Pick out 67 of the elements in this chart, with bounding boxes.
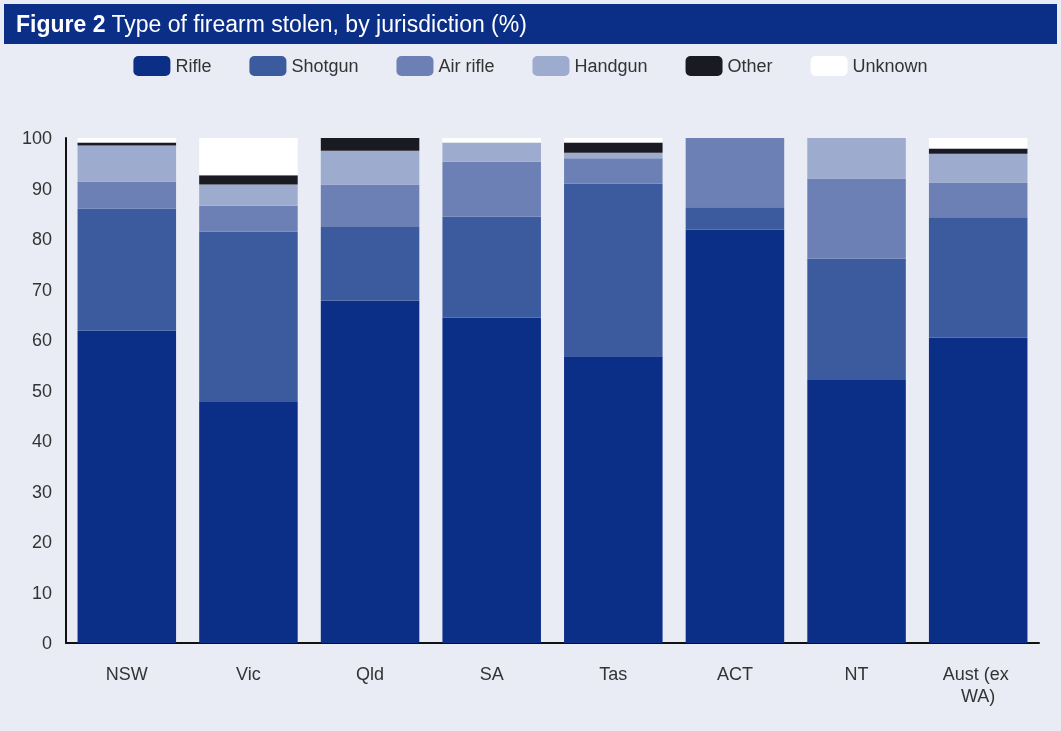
bar (320, 184, 420, 227)
bar (320, 300, 420, 643)
y-tick-label: 30 (31, 481, 52, 502)
legend-label: Shotgun (291, 56, 359, 76)
y-tick-label: 60 (31, 330, 52, 350)
bar (320, 226, 420, 301)
bar (77, 330, 177, 643)
x-tick-label: Tas (599, 664, 628, 684)
legend-label: Unknown (852, 56, 928, 76)
bar (199, 402, 298, 643)
bar (199, 205, 298, 232)
bar (564, 138, 663, 143)
bar (442, 216, 541, 318)
bar (564, 183, 663, 357)
legend-label: Rifle (175, 56, 212, 76)
y-tick-label: 10 (31, 582, 52, 603)
bar (199, 231, 298, 403)
x-tick-label: ACT (716, 664, 753, 684)
y-tick-label: 100 (21, 128, 52, 148)
bar (928, 337, 1028, 643)
bar (442, 142, 541, 162)
x-tick-label: Aust (ex WA) (942, 664, 1014, 706)
bar (928, 182, 1028, 218)
x-tick-label: Qld (356, 664, 385, 684)
y-tick-label: 80 (31, 229, 52, 249)
y-tick-label: 90 (31, 178, 52, 199)
bar (442, 161, 541, 217)
legend-label: Handgun (574, 56, 648, 76)
bar (199, 175, 298, 185)
y-tick-label: 0 (41, 633, 52, 653)
bar (564, 356, 663, 643)
bar (442, 138, 541, 143)
bar (807, 379, 906, 643)
bar (199, 138, 298, 176)
bar (685, 138, 785, 208)
chart-title: Figure 2 Type of firearm stolen, by jurisdiction (%) (4, 4, 1057, 44)
bar (807, 258, 906, 380)
bar (564, 152, 663, 159)
y-tick-label: 40 (31, 431, 52, 451)
x-tick-label: SA (479, 664, 504, 684)
bar (928, 138, 1028, 149)
bar (928, 153, 1028, 183)
x-tick-label: Vic (236, 664, 261, 684)
bar (807, 178, 906, 259)
x-tick-label: NSW (105, 664, 148, 684)
bar (320, 150, 420, 185)
bar (564, 142, 663, 153)
x-tick-label: NT (844, 664, 869, 684)
y-tick-label: 20 (31, 532, 52, 552)
bar (77, 142, 177, 146)
bar (77, 145, 177, 182)
legend-label: Other (727, 56, 773, 76)
bar (685, 229, 785, 643)
bar (199, 184, 298, 206)
bar (928, 148, 1028, 154)
bar (77, 138, 177, 143)
bar (320, 138, 420, 151)
bar (685, 207, 785, 230)
bar (442, 317, 541, 643)
bar (928, 217, 1028, 338)
bar (77, 181, 177, 209)
y-tick-label: 70 (31, 279, 52, 300)
y-tick-label: 50 (31, 380, 52, 401)
bar (807, 138, 906, 179)
bar (564, 158, 663, 184)
bar (77, 208, 177, 331)
legend-label: Air rifle (438, 56, 495, 76)
